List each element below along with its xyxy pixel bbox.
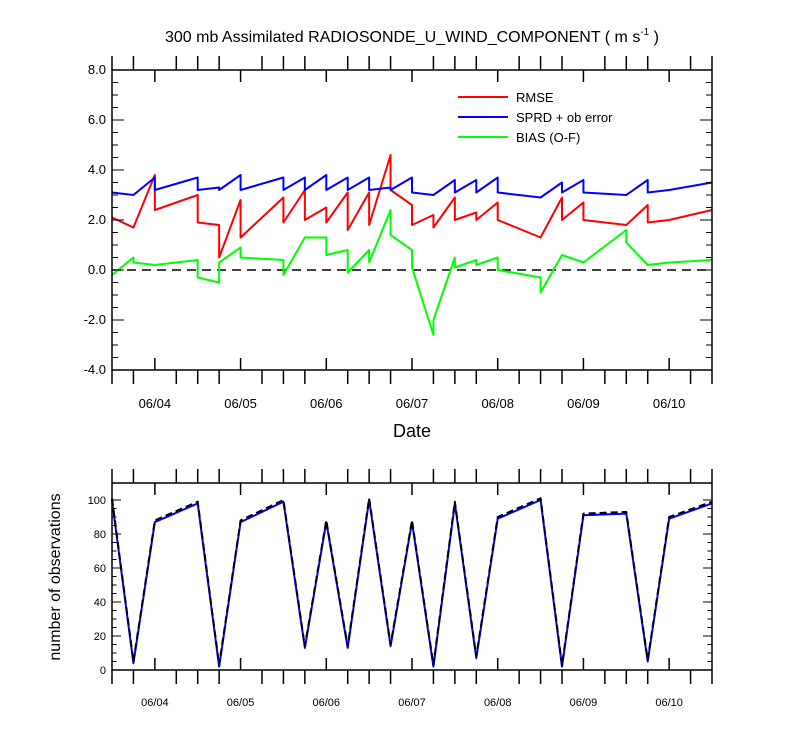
y-tick-label: 4.0 — [88, 162, 106, 177]
x-tick-label: 06/10 — [655, 697, 683, 709]
x-tick-label: 06/09 — [570, 697, 598, 709]
top-panel: -4.0 -2.0 0.0 2.0 4.0 6.0 8.0 06/04 06/05 06/06 06… — [84, 56, 713, 441]
top-plot-area — [111, 154, 713, 336]
x-tick-label: 06/08 — [481, 396, 514, 411]
y-tick-label: 80 — [94, 529, 106, 541]
x-tick-label: 06/07 — [396, 396, 429, 411]
series-line-obs-possible — [111, 497, 713, 666]
bottom-y-axis-label: number of observations — [47, 493, 64, 660]
x-tick-label: 06/07 — [398, 697, 426, 709]
y-tick-label: 2.0 — [88, 212, 106, 227]
y-tick-label: 0.0 — [88, 262, 106, 277]
legend-label: BIAS (O-F) — [516, 130, 580, 145]
legend-label: RMSE — [516, 90, 554, 105]
x-tick-label: 06/04 — [139, 396, 172, 411]
y-tick-label: 100 — [88, 495, 106, 507]
y-tick-label: -2.0 — [84, 312, 106, 327]
x-tick-label: 06/06 — [313, 697, 341, 709]
x-tick-label: 06/06 — [310, 396, 343, 411]
series-line-bias-o-f — [111, 209, 713, 336]
y-tick-label: 60 — [94, 563, 106, 575]
y-tick-label: 40 — [94, 597, 106, 609]
y-tick-label: 8.0 — [88, 62, 106, 77]
series-line-sprd-ob-error — [111, 174, 713, 199]
bottom-plot-frame — [111, 482, 713, 671]
chart-title-units-superscript: -1 — [640, 27, 649, 38]
y-tick-label: 6.0 — [88, 112, 106, 127]
top-x-axis-label: Date — [393, 421, 431, 441]
y-tick-label: 20 — [94, 631, 106, 643]
top-axes: -4.0 -2.0 0.0 2.0 4.0 6.0 8.0 06/04 06/05 06/06 06… — [84, 56, 713, 411]
x-tick-label: 06/08 — [484, 697, 512, 709]
chart-title: 300 mb Assimilated RADIOSONDE_U_WIND_COM… — [165, 27, 659, 46]
bottom-panel: 0 20 40 60 80 100 06/04 06/05 06/06 06/07 06/08 06/… — [47, 469, 713, 709]
chart-title-main: 300 mb Assimilated RADIOSONDE_U_WIND_COM… — [165, 29, 640, 46]
bottom-plot-area — [111, 497, 713, 668]
x-tick-label: 06/09 — [567, 396, 600, 411]
series-line-rmse — [111, 154, 713, 259]
chart-title-close: ) — [649, 29, 659, 46]
y-tick-label: -4.0 — [84, 362, 106, 377]
legend-label: SPRD + ob error — [516, 110, 613, 125]
x-tick-label: 06/04 — [141, 697, 169, 709]
top-legend: RMSE SPRD + ob error BIAS (O-F) — [458, 90, 613, 145]
x-tick-label: 06/05 — [227, 697, 255, 709]
series-line-obs-used — [111, 499, 713, 668]
x-tick-label: 06/05 — [224, 396, 257, 411]
bottom-axes: 0 20 40 60 80 100 06/04 06/05 06/06 06/07 06/08 06/… — [88, 469, 713, 709]
y-tick-label: 0 — [100, 665, 106, 677]
x-tick-label: 06/10 — [653, 396, 686, 411]
